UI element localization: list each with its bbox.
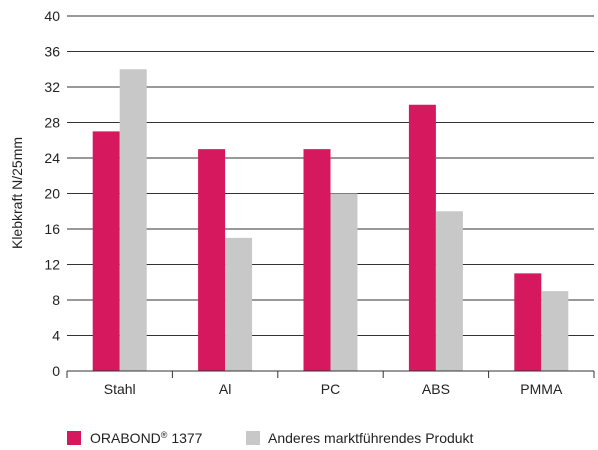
bar-orabond-abs	[408, 104, 436, 371]
x-tick-label-abs: ABS	[422, 381, 450, 397]
bar-other-pc	[330, 193, 358, 371]
x-axis: Stahl Al PC ABS PMMA	[66, 370, 595, 397]
y-tick-label-12: 12	[44, 257, 60, 273]
x-tick-label-al: Al	[219, 381, 231, 397]
x-tick-label-pmma: PMMA	[520, 381, 563, 397]
bar-orabond-pmma	[514, 273, 542, 371]
y-tick-label-24: 24	[44, 150, 60, 166]
y-axis-ticks: 0 4 8 12 16 20 24 28 32 36 40	[44, 8, 60, 379]
y-tick-label-0: 0	[52, 363, 60, 379]
legend-label-orabond: ORABOND® 1377	[90, 430, 203, 446]
bar-other-abs	[435, 211, 463, 371]
legend-swatch-orabond	[67, 431, 81, 445]
y-tick-label-40: 40	[44, 8, 60, 24]
bar-other-al	[225, 237, 253, 371]
y-tick-label-16: 16	[44, 221, 60, 237]
y-tick-label-32: 32	[44, 79, 60, 95]
bar-orabond-stahl	[92, 131, 120, 371]
y-tick-label-4: 4	[52, 328, 60, 344]
legend-label-other-product: Anderes marktführendes Produkt	[268, 430, 474, 446]
legend: ORABOND® 1377 Anderes marktführendes Pro…	[67, 430, 474, 446]
y-tick-label-36: 36	[44, 44, 60, 60]
y-tick-label-20: 20	[44, 186, 60, 202]
y-tick-label-8: 8	[52, 292, 60, 308]
legend-swatch-other-product	[246, 431, 260, 445]
bars	[92, 69, 569, 371]
bar-orabond-al	[198, 149, 226, 371]
x-tick-label-pc: PC	[321, 381, 340, 397]
bar-orabond-pc	[303, 149, 331, 371]
y-axis-title: Klebkraft N/25mm	[9, 137, 25, 249]
bar-other-pmma	[541, 291, 569, 371]
bar-other-stahl	[119, 69, 147, 371]
y-tick-label-28: 28	[44, 115, 60, 131]
x-tick-label-stahl: Stahl	[104, 381, 136, 397]
